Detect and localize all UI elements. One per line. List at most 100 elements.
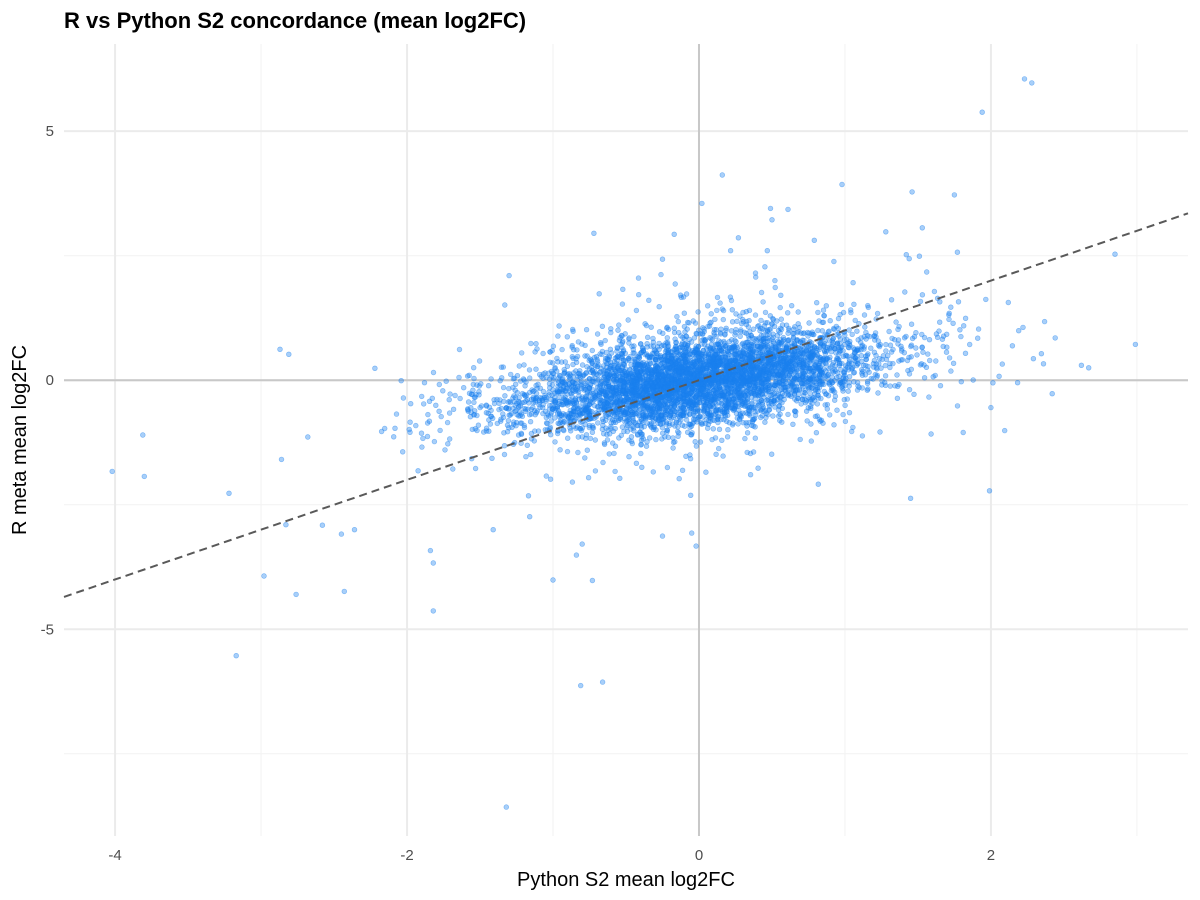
data-point xyxy=(919,344,925,351)
data-point xyxy=(589,429,596,435)
data-point xyxy=(826,328,832,334)
data-point xyxy=(599,388,605,395)
data-point xyxy=(717,300,723,306)
data-point xyxy=(803,408,810,414)
data-point xyxy=(621,399,627,405)
data-point xyxy=(1005,299,1011,306)
data-point xyxy=(720,307,727,314)
data-point xyxy=(822,402,828,408)
data-point xyxy=(826,412,833,418)
data-point xyxy=(974,335,981,341)
data-point xyxy=(549,406,556,412)
data-point xyxy=(882,362,888,369)
data-point xyxy=(582,455,588,461)
data-point xyxy=(876,361,882,367)
data-point xyxy=(754,343,760,349)
data-point xyxy=(505,399,511,405)
data-point xyxy=(543,420,550,426)
data-point xyxy=(728,328,735,334)
data-point xyxy=(960,323,967,329)
data-point xyxy=(585,475,592,481)
data-point xyxy=(533,341,539,347)
data-point xyxy=(795,309,801,315)
data-point xyxy=(450,406,457,412)
data-point xyxy=(710,426,716,432)
data-point xyxy=(523,398,529,404)
data-point xyxy=(558,359,565,365)
data-point xyxy=(465,399,472,405)
data-point xyxy=(830,336,836,342)
data-point xyxy=(788,380,794,387)
data-point xyxy=(413,422,419,429)
data-point xyxy=(569,479,576,485)
data-point xyxy=(741,329,748,335)
data-point xyxy=(817,418,823,424)
data-point xyxy=(494,420,500,427)
data-point xyxy=(587,435,594,442)
data-point xyxy=(525,493,532,499)
data-point xyxy=(481,429,487,435)
data-point xyxy=(846,341,853,347)
data-point xyxy=(664,464,671,471)
data-point xyxy=(711,327,718,333)
data-point xyxy=(863,353,869,359)
data-point xyxy=(530,389,536,395)
data-point xyxy=(797,355,803,361)
data-point xyxy=(485,383,492,389)
data-point xyxy=(752,435,758,441)
data-point xyxy=(547,432,554,438)
data-point xyxy=(921,334,928,341)
data-point xyxy=(583,327,590,333)
data-point xyxy=(483,402,489,408)
data-point xyxy=(680,353,686,359)
data-point xyxy=(715,416,721,422)
data-point xyxy=(735,421,741,427)
data-point xyxy=(835,325,841,332)
data-point xyxy=(619,301,626,307)
data-point xyxy=(468,405,474,411)
data-point xyxy=(488,376,494,382)
data-point xyxy=(661,398,668,404)
data-point xyxy=(631,428,637,434)
data-point xyxy=(888,297,895,303)
data-point xyxy=(820,319,827,325)
data-point xyxy=(875,342,882,349)
data-point xyxy=(782,367,788,374)
data-point xyxy=(746,335,752,342)
data-point xyxy=(831,345,837,351)
data-point xyxy=(627,420,633,427)
data-point xyxy=(626,387,632,393)
data-point xyxy=(510,405,516,412)
data-point xyxy=(793,349,800,356)
data-point xyxy=(629,440,635,447)
data-point xyxy=(608,326,614,332)
data-point xyxy=(878,365,884,371)
data-point xyxy=(659,436,665,442)
data-point xyxy=(524,442,530,448)
data-point xyxy=(615,327,621,333)
data-point xyxy=(600,459,606,466)
data-point xyxy=(841,337,848,343)
data-point xyxy=(816,318,822,324)
data-point xyxy=(729,319,736,325)
data-point xyxy=(526,412,533,418)
data-point xyxy=(583,370,589,376)
data-point xyxy=(818,378,825,384)
data-point xyxy=(552,439,558,445)
data-point xyxy=(521,362,527,368)
data-point xyxy=(920,349,926,355)
data-point xyxy=(489,455,495,461)
data-point xyxy=(856,384,862,391)
data-point xyxy=(693,330,699,337)
data-point xyxy=(587,391,594,397)
data-point xyxy=(750,326,757,332)
data-point xyxy=(518,430,524,436)
data-point xyxy=(566,415,572,422)
data-point xyxy=(501,451,508,458)
data-point xyxy=(689,421,696,427)
data-point xyxy=(894,395,901,401)
data-point xyxy=(543,398,549,404)
data-point xyxy=(419,393,425,400)
data-point xyxy=(762,264,768,270)
data-point xyxy=(946,316,952,323)
